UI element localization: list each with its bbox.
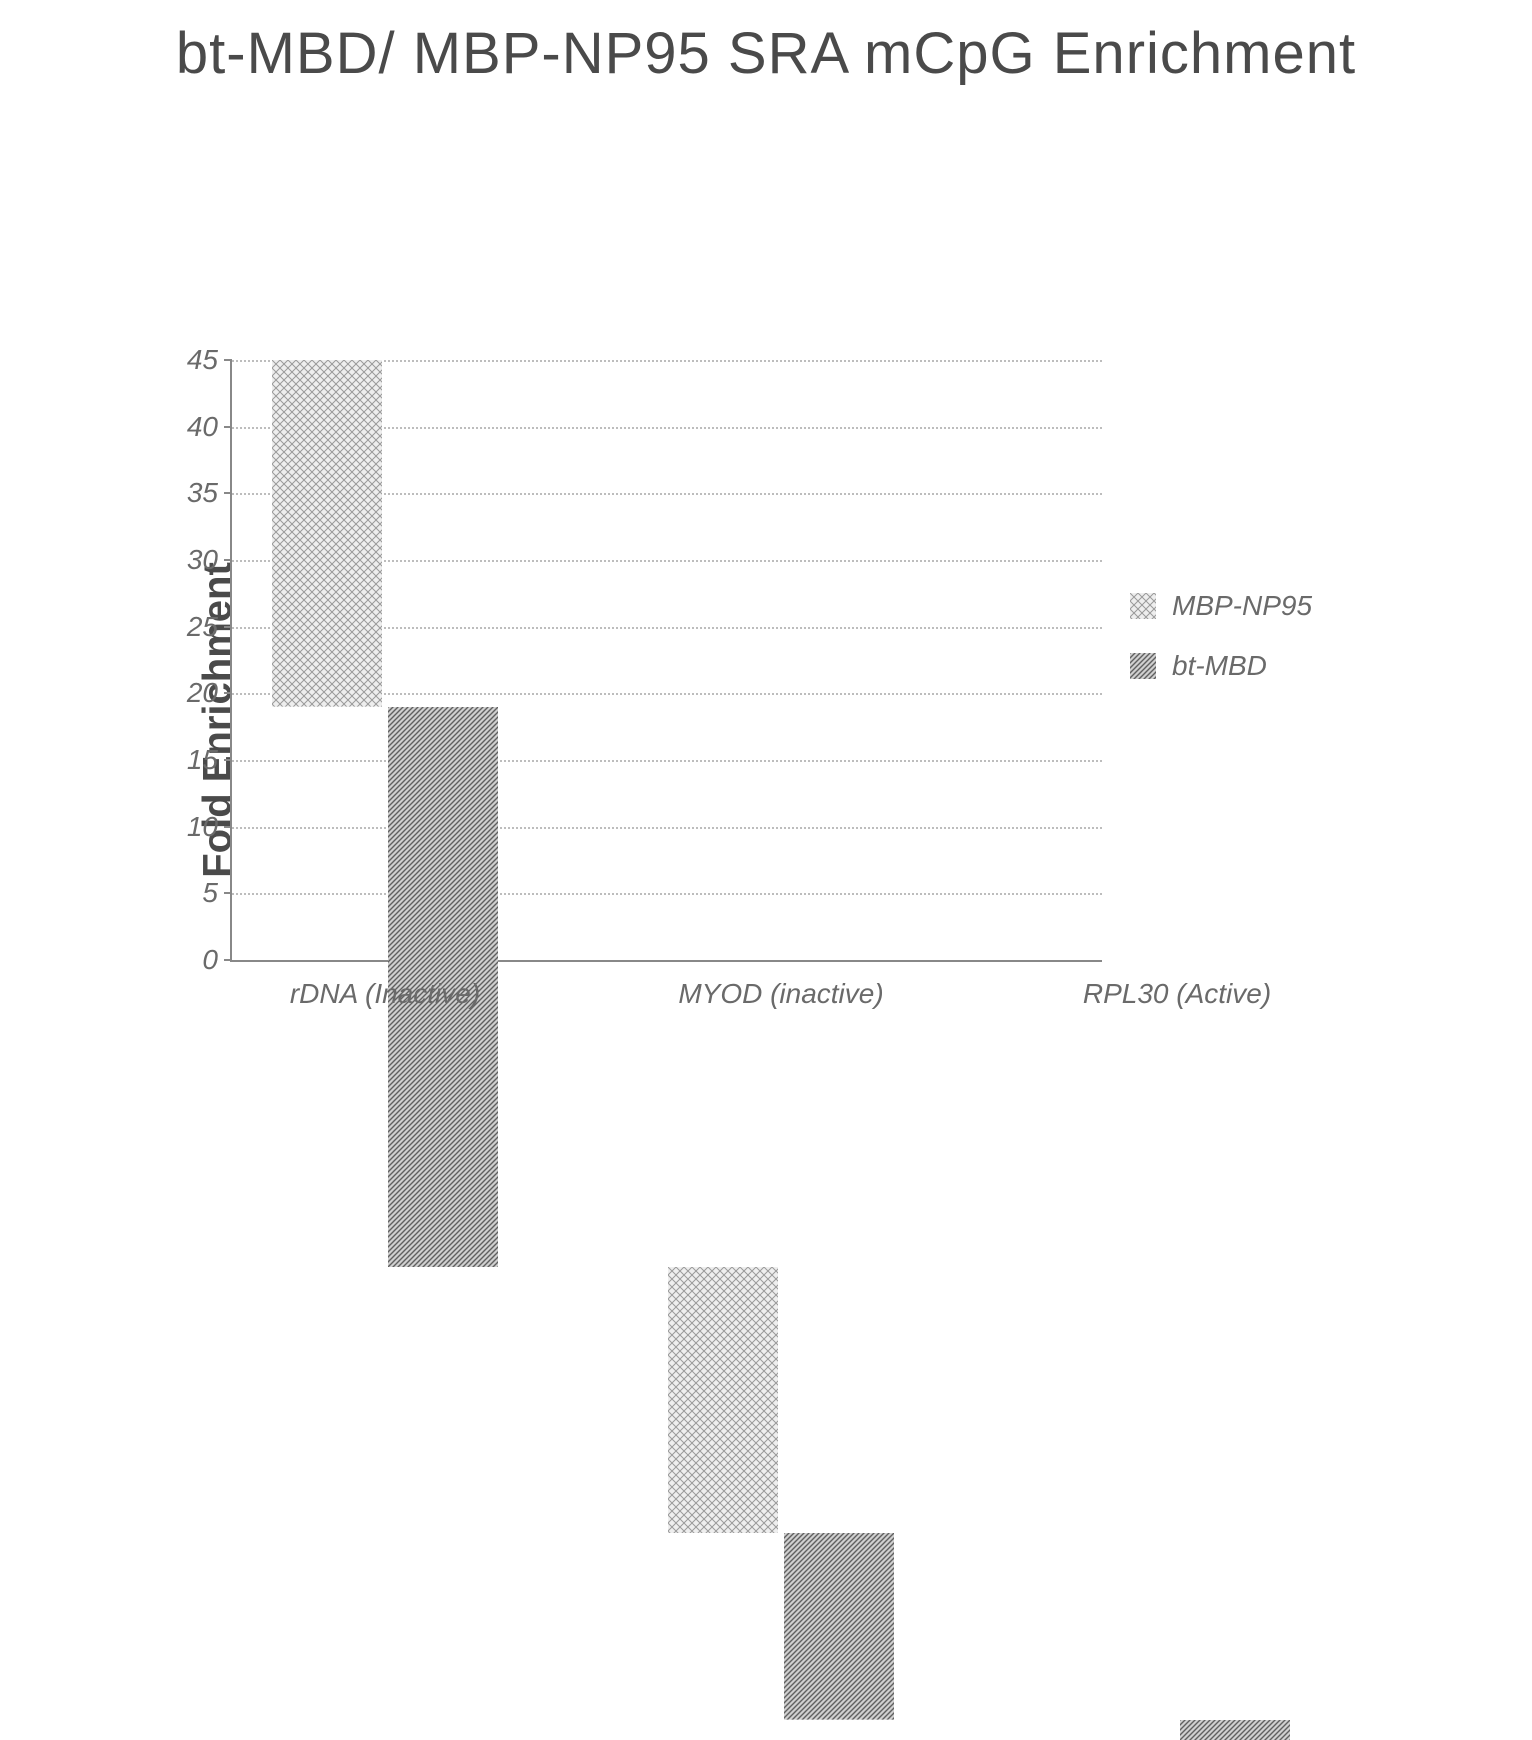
chart-title: bt-MBD/ MBP-NP95 SRA mCpG Enrichment [0,20,1532,87]
chart-container: Fold Enrichment 051015202530354045rDNA (… [120,360,1400,1080]
y-tick-mark [224,359,232,361]
legend-swatch [1130,653,1156,679]
y-tick-label: 5 [202,877,218,909]
y-tick-label: 15 [187,744,218,776]
y-tick-mark [224,426,232,428]
legend: MBP-NP95 bt-MBD [1130,590,1312,710]
legend-item: bt-MBD [1130,650,1312,682]
y-tick-mark [224,692,232,694]
x-tick-label: RPL30 (Active) [1083,978,1271,1010]
grid-line [232,760,1102,762]
y-tick-label: 10 [187,811,218,843]
page-root: bt-MBD/ MBP-NP95 SRA mCpG Enrichment Fol… [0,0,1532,1150]
y-tick-mark [224,892,232,894]
y-tick-mark [224,626,232,628]
grid-line [232,893,1102,895]
bar [1180,1720,1290,1740]
y-tick-label: 40 [187,411,218,443]
bar [272,360,382,707]
y-tick-label: 45 [187,344,218,376]
bar [784,1533,894,1720]
grid-line [232,827,1102,829]
legend-item: MBP-NP95 [1130,590,1312,622]
y-tick-label: 25 [187,611,218,643]
y-tick-mark [224,826,232,828]
plot-area: 051015202530354045rDNA (Inactive)MYOD (i… [230,360,1102,962]
legend-label: bt-MBD [1172,650,1267,682]
y-tick-label: 0 [202,944,218,976]
y-tick-mark [224,959,232,961]
y-tick-mark [224,559,232,561]
y-tick-mark [224,492,232,494]
legend-swatch [1130,593,1156,619]
x-tick-label: MYOD (inactive) [678,978,883,1010]
bar [668,1267,778,1534]
legend-label: MBP-NP95 [1172,590,1312,622]
y-tick-label: 30 [187,544,218,576]
y-tick-label: 20 [187,677,218,709]
y-tick-mark [224,759,232,761]
x-tick-label: rDNA (Inactive) [290,978,480,1010]
y-tick-label: 35 [187,477,218,509]
